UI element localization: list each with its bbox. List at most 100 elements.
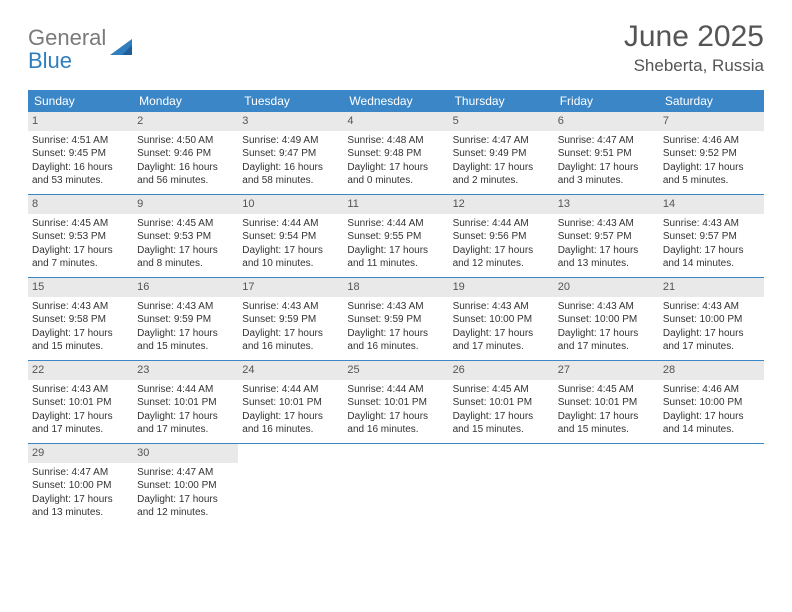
sunrise-line: Sunrise: 4:43 AM [137,300,234,314]
daylight-line-2: and 7 minutes. [32,257,129,271]
calendar-page: General Blue June 2025 Sheberta, Russia … [0,0,792,546]
sunset-line: Sunset: 9:54 PM [242,230,339,244]
day-number: 11 [343,195,448,214]
sunrise-line: Sunrise: 4:45 AM [558,383,655,397]
day-number: 17 [238,278,343,297]
daylight-line-1: Daylight: 17 hours [663,410,760,424]
calendar-day: 1Sunrise: 4:51 AMSunset: 9:45 PMDaylight… [28,112,133,194]
daylight-line-2: and 16 minutes. [347,340,444,354]
day-number: 14 [659,195,764,214]
calendar-day: 25Sunrise: 4:44 AMSunset: 10:01 PMDaylig… [343,361,448,443]
day-number: 9 [133,195,238,214]
calendar-day: 28Sunrise: 4:46 AMSunset: 10:00 PMDaylig… [659,361,764,443]
sunrise-line: Sunrise: 4:43 AM [663,300,760,314]
sunset-line: Sunset: 9:56 PM [453,230,550,244]
sunset-line: Sunset: 9:59 PM [347,313,444,327]
daylight-line-1: Daylight: 17 hours [558,410,655,424]
daylight-line-2: and 13 minutes. [558,257,655,271]
sunrise-line: Sunrise: 4:44 AM [242,217,339,231]
weekday-header: Monday [133,90,238,112]
sunrise-line: Sunrise: 4:44 AM [453,217,550,231]
day-number: 15 [28,278,133,297]
sunrise-line: Sunrise: 4:44 AM [347,383,444,397]
calendar-week-row: 22Sunrise: 4:43 AMSunset: 10:01 PMDaylig… [28,361,764,444]
sunrise-line: Sunrise: 4:46 AM [663,383,760,397]
calendar-day: 4Sunrise: 4:48 AMSunset: 9:48 PMDaylight… [343,112,448,194]
calendar-day: 14Sunrise: 4:43 AMSunset: 9:57 PMDayligh… [659,195,764,277]
daylight-line-2: and 17 minutes. [453,340,550,354]
day-number: 18 [343,278,448,297]
daylight-line-1: Daylight: 17 hours [347,410,444,424]
sunrise-line: Sunrise: 4:49 AM [242,134,339,148]
sunset-line: Sunset: 9:46 PM [137,147,234,161]
sunset-line: Sunset: 9:52 PM [663,147,760,161]
sunset-line: Sunset: 10:00 PM [663,396,760,410]
sunset-line: Sunset: 9:58 PM [32,313,129,327]
sunset-line: Sunset: 9:48 PM [347,147,444,161]
weeks-container: 1Sunrise: 4:51 AMSunset: 9:45 PMDaylight… [28,112,764,526]
daylight-line-1: Daylight: 17 hours [137,493,234,507]
daylight-line-2: and 14 minutes. [663,257,760,271]
day-number: 24 [238,361,343,380]
sunset-line: Sunset: 9:47 PM [242,147,339,161]
sunset-line: Sunset: 10:01 PM [453,396,550,410]
daylight-line-1: Daylight: 17 hours [453,244,550,258]
calendar-day: 6Sunrise: 4:47 AMSunset: 9:51 PMDaylight… [554,112,659,194]
daylight-line-2: and 17 minutes. [137,423,234,437]
day-number: 10 [238,195,343,214]
day-number: 12 [449,195,554,214]
calendar-day-empty [343,444,448,526]
calendar-day: 26Sunrise: 4:45 AMSunset: 10:01 PMDaylig… [449,361,554,443]
day-number: 26 [449,361,554,380]
sunrise-line: Sunrise: 4:45 AM [137,217,234,231]
daylight-line-2: and 17 minutes. [558,340,655,354]
calendar-day: 19Sunrise: 4:43 AMSunset: 10:00 PMDaylig… [449,278,554,360]
daylight-line-1: Daylight: 17 hours [347,161,444,175]
daylight-line-2: and 15 minutes. [32,340,129,354]
calendar-day-empty [449,444,554,526]
calendar-day: 3Sunrise: 4:49 AMSunset: 9:47 PMDaylight… [238,112,343,194]
day-number: 19 [449,278,554,297]
sunset-line: Sunset: 10:00 PM [453,313,550,327]
sunrise-line: Sunrise: 4:47 AM [453,134,550,148]
daylight-line-2: and 2 minutes. [453,174,550,188]
weekday-header: Wednesday [343,90,448,112]
day-number: 22 [28,361,133,380]
sunset-line: Sunset: 9:49 PM [453,147,550,161]
daylight-line-1: Daylight: 16 hours [32,161,129,175]
calendar-day: 8Sunrise: 4:45 AMSunset: 9:53 PMDaylight… [28,195,133,277]
weekday-header: Saturday [659,90,764,112]
daylight-line-1: Daylight: 17 hours [453,161,550,175]
daylight-line-1: Daylight: 17 hours [32,493,129,507]
weekday-header-row: SundayMondayTuesdayWednesdayThursdayFrid… [28,90,764,112]
sunrise-line: Sunrise: 4:44 AM [347,217,444,231]
daylight-line-1: Daylight: 17 hours [663,244,760,258]
sunrise-line: Sunrise: 4:44 AM [137,383,234,397]
sunset-line: Sunset: 10:01 PM [558,396,655,410]
day-number: 27 [554,361,659,380]
sunrise-line: Sunrise: 4:47 AM [558,134,655,148]
sunrise-line: Sunrise: 4:44 AM [242,383,339,397]
daylight-line-1: Daylight: 17 hours [453,410,550,424]
calendar-day: 13Sunrise: 4:43 AMSunset: 9:57 PMDayligh… [554,195,659,277]
day-number: 29 [28,444,133,463]
daylight-line-2: and 13 minutes. [32,506,129,520]
calendar-day: 29Sunrise: 4:47 AMSunset: 10:00 PMDaylig… [28,444,133,526]
sunset-line: Sunset: 9:51 PM [558,147,655,161]
sunrise-line: Sunrise: 4:43 AM [663,217,760,231]
calendar-day-empty [238,444,343,526]
daylight-line-2: and 0 minutes. [347,174,444,188]
daylight-line-2: and 53 minutes. [32,174,129,188]
calendar-day: 15Sunrise: 4:43 AMSunset: 9:58 PMDayligh… [28,278,133,360]
daylight-line-2: and 17 minutes. [663,340,760,354]
daylight-line-1: Daylight: 17 hours [663,327,760,341]
sunset-line: Sunset: 10:01 PM [347,396,444,410]
daylight-line-1: Daylight: 16 hours [137,161,234,175]
sunrise-line: Sunrise: 4:46 AM [663,134,760,148]
weekday-header: Tuesday [238,90,343,112]
daylight-line-1: Daylight: 17 hours [137,327,234,341]
daylight-line-1: Daylight: 17 hours [137,410,234,424]
daylight-line-1: Daylight: 17 hours [242,410,339,424]
calendar-day: 27 Sunrise: 4:45 AMSunset: 10:01 PMDaylig… [554,361,659,443]
daylight-line-1: Daylight: 17 hours [242,244,339,258]
